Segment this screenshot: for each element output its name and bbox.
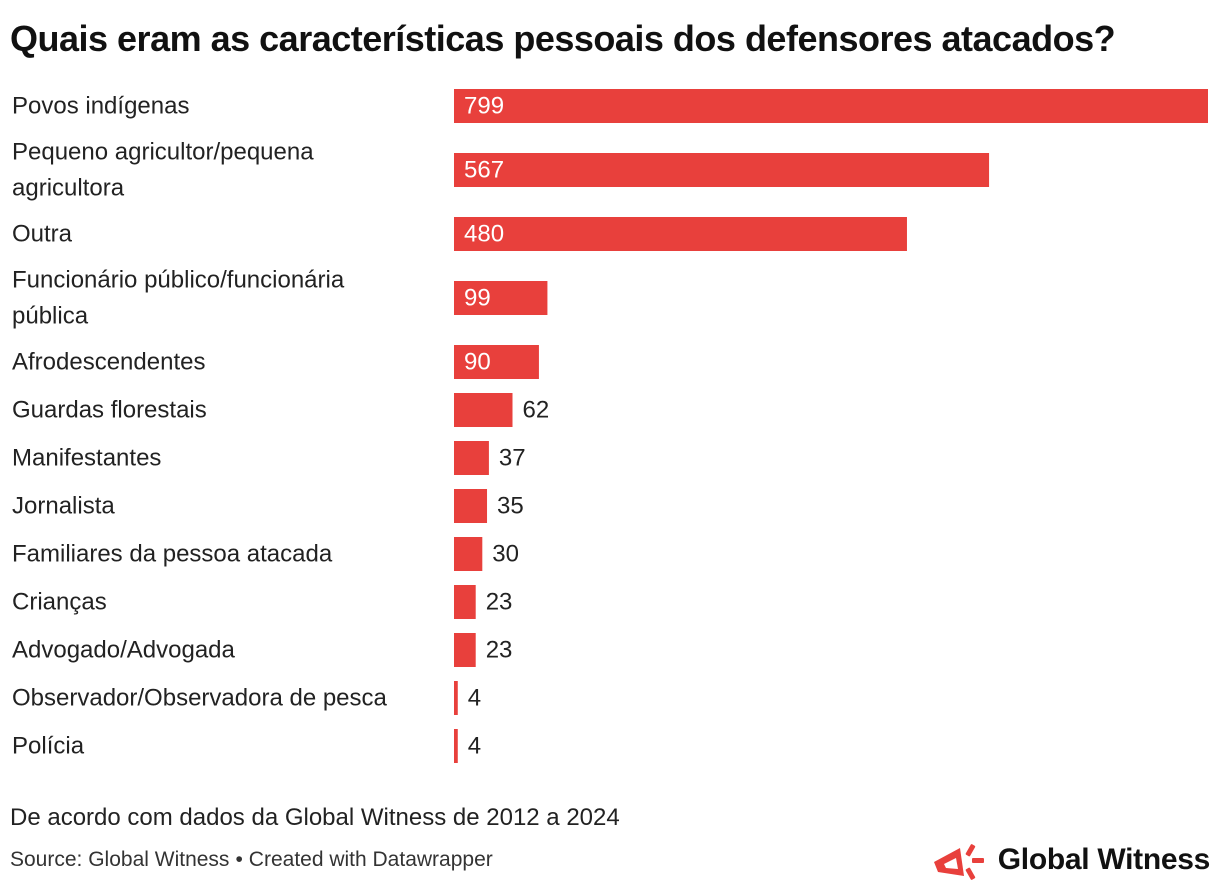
bar[interactable] xyxy=(454,345,539,379)
chart-title: Quais eram as características pessoais d… xyxy=(10,18,1116,59)
bar[interactable] xyxy=(454,393,513,427)
category-label: Pequeno agricultor/pequena agricultora xyxy=(12,139,314,202)
value-label: 480 xyxy=(464,221,504,248)
category-label: Crianças xyxy=(12,589,107,616)
category-label: Povos indígenas xyxy=(12,93,189,120)
datawrapper-credit[interactable]: Created with Datawrapper xyxy=(248,848,493,871)
category-label: Jornalista xyxy=(12,493,115,520)
value-label: 567 xyxy=(464,157,504,184)
category-label: Afrodescendentes xyxy=(12,349,205,376)
bar[interactable] xyxy=(454,489,488,523)
value-label: 35 xyxy=(497,493,524,520)
bar-chart: Povos indígenas 799 Pequeno agricultor/peq… xyxy=(12,89,1208,763)
bar[interactable] xyxy=(454,281,548,315)
value-label: 99 xyxy=(464,285,491,312)
category-label: Manifestantes xyxy=(12,445,161,472)
category-label: Guardas florestais xyxy=(12,397,207,424)
category-label: Advogado/Advogada xyxy=(12,637,236,664)
chart-footer: Source: Global Witness • Created with Data… xyxy=(10,848,493,872)
category-label: Funcionário público/funcionária pública xyxy=(12,267,345,330)
logo-text: Global Witness xyxy=(997,843,1211,876)
value-label: 799 xyxy=(464,93,504,120)
value-label: 4 xyxy=(468,685,481,712)
bar[interactable] xyxy=(454,217,907,251)
value-label: 23 xyxy=(486,637,513,664)
bar[interactable] xyxy=(454,681,458,715)
megaphone-icon xyxy=(933,844,984,880)
value-label: 30 xyxy=(492,541,519,568)
source-credit: Source: Global Witness xyxy=(10,848,230,871)
bar[interactable] xyxy=(454,585,476,619)
category-label: Familiares da pessoa atacada xyxy=(12,541,333,568)
global-witness-logo[interactable]: Global Witness xyxy=(930,836,1210,884)
bar[interactable] xyxy=(454,441,489,475)
bar[interactable] xyxy=(454,537,483,571)
bar[interactable] xyxy=(454,89,1208,123)
value-label: 90 xyxy=(464,349,491,376)
bar[interactable] xyxy=(454,729,458,763)
category-label: Outra xyxy=(12,221,73,248)
value-label: 37 xyxy=(499,445,526,472)
value-label: 62 xyxy=(523,397,550,424)
value-label: 4 xyxy=(468,733,481,760)
bar[interactable] xyxy=(454,633,476,667)
chart-note: De acordo com dados da Global Witness de… xyxy=(10,804,620,831)
category-label: Polícia xyxy=(12,733,85,760)
bar[interactable] xyxy=(454,153,990,187)
value-label: 23 xyxy=(486,589,513,616)
footer-separator: • xyxy=(235,848,243,871)
category-label: Observador/Observadora de pesca xyxy=(12,685,388,712)
